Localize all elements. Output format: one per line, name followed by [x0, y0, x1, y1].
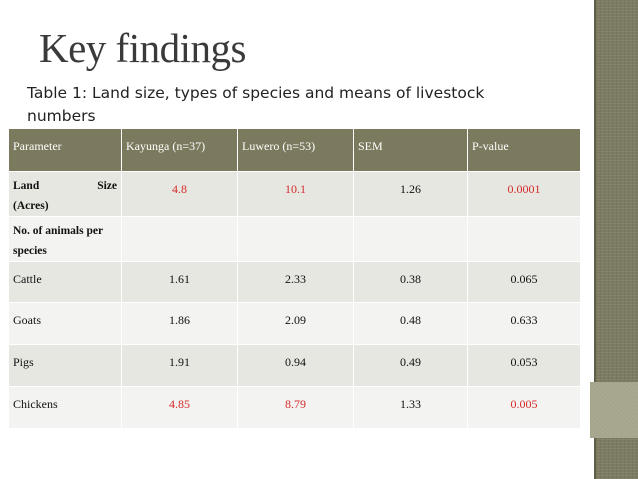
- table-row-pigs: Pigs 1.91 0.94 0.49 0.053: [8, 344, 581, 387]
- header-pvalue: P-value: [467, 128, 581, 172]
- pigs-sem: 0.49: [353, 344, 468, 387]
- land-size-word2: Size: [97, 180, 117, 192]
- land-size-luwero: 10.1: [237, 171, 354, 217]
- pigs-pvalue: 0.053: [467, 344, 581, 387]
- goats-luwero: 2.09: [237, 302, 354, 345]
- land-size-word1: Land: [13, 180, 40, 192]
- pigs-kayunga: 1.91: [121, 344, 238, 387]
- slide-title: Key findings: [39, 25, 246, 71]
- empty-cell: [121, 216, 238, 262]
- table-row-goats: Goats 1.86 2.09 0.48 0.633: [8, 302, 581, 345]
- land-size-kayunga: 4.8: [121, 171, 238, 217]
- row-label: Pigs: [8, 344, 122, 387]
- empty-cell: [237, 216, 354, 262]
- land-size-pvalue: 0.0001: [467, 171, 581, 217]
- slide-edge-line: [594, 0, 596, 479]
- land-size-label: Land Size (Acres): [8, 171, 122, 217]
- row-label: Cattle: [8, 261, 122, 303]
- table-row-cattle: Cattle 1.61 2.33 0.38 0.065: [8, 261, 581, 303]
- findings-table: Parameter Kayunga (n=37) Luwero (n=53) S…: [8, 128, 581, 429]
- table-caption: Table 1: Land size, types of species and…: [27, 84, 485, 125]
- table-row-land-size: Land Size (Acres) 4.8 10.1 1.26 0.0001: [8, 171, 581, 217]
- header-sem: SEM: [353, 128, 468, 172]
- chickens-luwero: 8.79: [237, 386, 354, 429]
- animals-header-label: No. of animals per species: [8, 216, 122, 262]
- chickens-kayunga: 4.85: [121, 386, 238, 429]
- goats-pvalue: 0.633: [467, 302, 581, 345]
- cattle-kayunga: 1.61: [121, 261, 238, 303]
- table-row-animals-header: No. of animals per species: [8, 216, 581, 262]
- decorative-block: [590, 382, 638, 438]
- row-label: Goats: [8, 302, 122, 345]
- table-row-chickens: Chickens 4.85 8.79 1.33 0.005: [8, 386, 581, 429]
- cattle-luwero: 2.33: [237, 261, 354, 303]
- empty-cell: [467, 216, 581, 262]
- goats-sem: 0.48: [353, 302, 468, 345]
- table-header-row: Parameter Kayunga (n=37) Luwero (n=53) S…: [8, 128, 581, 172]
- row-label: Chickens: [8, 386, 122, 429]
- empty-cell: [353, 216, 468, 262]
- land-size-sem: 1.26: [353, 171, 468, 217]
- chickens-pvalue: 0.005: [467, 386, 581, 429]
- chickens-sem: 1.33: [353, 386, 468, 429]
- header-luwero: Luwero (n=53): [237, 128, 354, 172]
- header-parameter: Parameter: [8, 128, 122, 172]
- land-size-unit: (Acres): [13, 200, 49, 212]
- pigs-luwero: 0.94: [237, 344, 354, 387]
- cattle-sem: 0.38: [353, 261, 468, 303]
- cattle-pvalue: 0.065: [467, 261, 581, 303]
- header-kayunga: Kayunga (n=37): [121, 128, 238, 172]
- goats-kayunga: 1.86: [121, 302, 238, 345]
